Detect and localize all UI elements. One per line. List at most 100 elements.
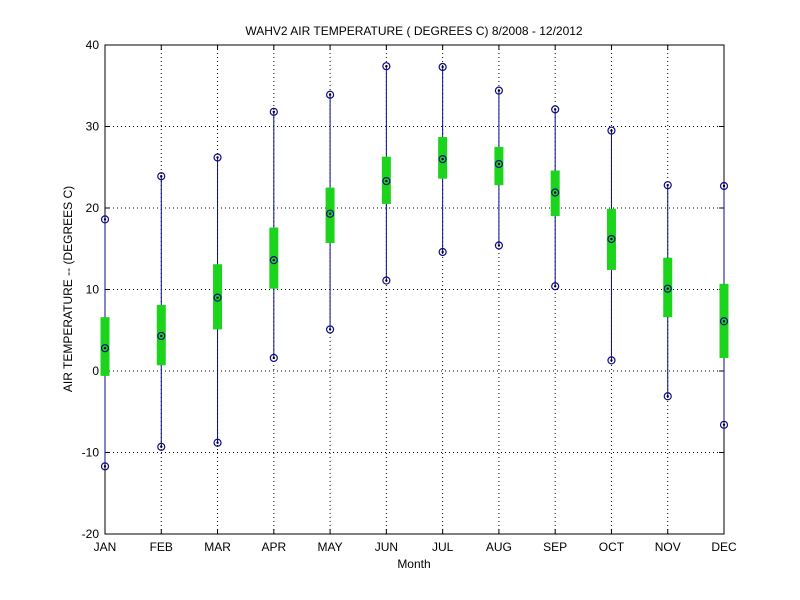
min-marker	[100, 462, 110, 471]
min-marker-dot	[160, 445, 163, 448]
median-marker	[663, 284, 672, 293]
max-marker-dot	[272, 110, 276, 114]
median-marker-dot	[216, 296, 219, 299]
median-marker	[325, 209, 335, 218]
min-marker	[438, 247, 447, 257]
min-marker	[607, 356, 616, 365]
max-marker-dot	[610, 129, 613, 132]
median-marker	[157, 331, 166, 341]
median-marker-dot	[328, 212, 332, 215]
max-marker-dot	[722, 184, 726, 188]
max-marker-dot	[328, 93, 332, 96]
median-marker-dot	[441, 157, 444, 161]
x-axis: JAN FEB MAR APR MAY JUN JUL AUG SEP OCT NOV DEC	[94, 45, 737, 554]
min-marker	[325, 325, 335, 334]
median-marker	[719, 317, 729, 326]
y-tick-label: 30	[86, 120, 100, 134]
min-marker	[551, 282, 560, 291]
iqr-box	[494, 146, 504, 186]
median-marker	[213, 293, 222, 302]
median-marker-dot	[722, 320, 726, 323]
max-marker-dot	[497, 89, 501, 92]
y-tick-label: 10	[86, 283, 100, 297]
month-box-jul	[438, 62, 448, 257]
min-marker-dot	[553, 285, 557, 288]
max-marker-dot	[160, 175, 163, 178]
month-box-oct	[606, 126, 616, 365]
month-box-feb	[156, 172, 166, 451]
max-marker	[494, 86, 504, 95]
median-marker	[551, 188, 560, 197]
min-marker-dot	[722, 423, 726, 426]
month-box-mar	[213, 153, 223, 447]
iqr-box	[438, 137, 448, 179]
median-marker	[607, 234, 616, 244]
median-marker	[382, 177, 391, 186]
x-tick-label: APR	[261, 540, 286, 554]
median-marker-dot	[610, 237, 613, 241]
x-tick-label: FEB	[150, 540, 173, 554]
chart-title: WAHV2 AIR TEMPERATURE ( DEGREES C) 8/200…	[245, 24, 583, 38]
x-tick-label: JUN	[375, 540, 398, 554]
y-tick-label: 0	[92, 364, 99, 378]
median-marker-dot	[103, 346, 107, 350]
max-marker	[157, 172, 166, 181]
min-marker-dot	[103, 465, 107, 468]
max-marker-dot	[385, 64, 388, 68]
y-tick-label: -20	[82, 527, 100, 541]
x-axis-label: Month	[397, 557, 430, 571]
median-marker-dot	[385, 179, 388, 183]
min-marker-dot	[328, 328, 332, 331]
median-marker	[269, 256, 278, 265]
max-marker-dot	[216, 156, 219, 159]
max-marker	[382, 62, 391, 71]
max-marker-dot	[666, 183, 669, 187]
max-marker	[551, 105, 560, 114]
x-tick-label: MAY	[318, 540, 343, 554]
month-box-sep	[550, 105, 560, 291]
month-box-apr	[269, 107, 279, 363]
iqr-box	[663, 257, 673, 318]
box-plots	[100, 62, 729, 471]
min-marker	[157, 442, 166, 451]
max-marker	[325, 90, 335, 99]
min-marker-dot	[272, 356, 276, 360]
max-marker	[269, 107, 278, 116]
median-marker-dot	[160, 334, 163, 338]
min-marker	[382, 276, 391, 285]
y-tick-label: 20	[86, 201, 100, 215]
y-tick-label: -10	[82, 446, 100, 460]
min-marker	[269, 353, 278, 363]
max-marker	[663, 181, 672, 190]
min-marker-dot	[385, 279, 388, 282]
month-box-jun	[381, 62, 391, 285]
max-marker	[438, 62, 447, 72]
x-tick-label: AUG	[486, 540, 512, 554]
min-marker-dot	[216, 441, 219, 444]
iqr-box	[325, 187, 335, 244]
min-marker-dot	[666, 395, 669, 398]
x-tick-label: DEC	[711, 540, 737, 554]
x-tick-label: OCT	[599, 540, 625, 554]
month-box-aug	[494, 86, 504, 250]
x-tick-label: JUL	[432, 540, 454, 554]
max-marker	[607, 126, 616, 135]
min-marker-dot	[441, 250, 444, 254]
min-marker	[719, 420, 729, 429]
min-marker	[494, 241, 504, 250]
min-marker	[213, 438, 222, 447]
max-marker-dot	[441, 65, 444, 69]
iqr-box	[269, 227, 279, 289]
min-marker-dot	[497, 244, 501, 247]
month-box-dec	[719, 181, 729, 429]
max-marker-dot	[553, 108, 557, 111]
median-marker	[100, 344, 110, 353]
month-box-jan	[100, 215, 110, 471]
y-tick-label: 40	[86, 38, 100, 52]
median-marker-dot	[272, 258, 276, 262]
min-marker	[663, 392, 672, 401]
x-tick-label: NOV	[655, 540, 681, 554]
x-tick-label: MAR	[204, 540, 231, 554]
